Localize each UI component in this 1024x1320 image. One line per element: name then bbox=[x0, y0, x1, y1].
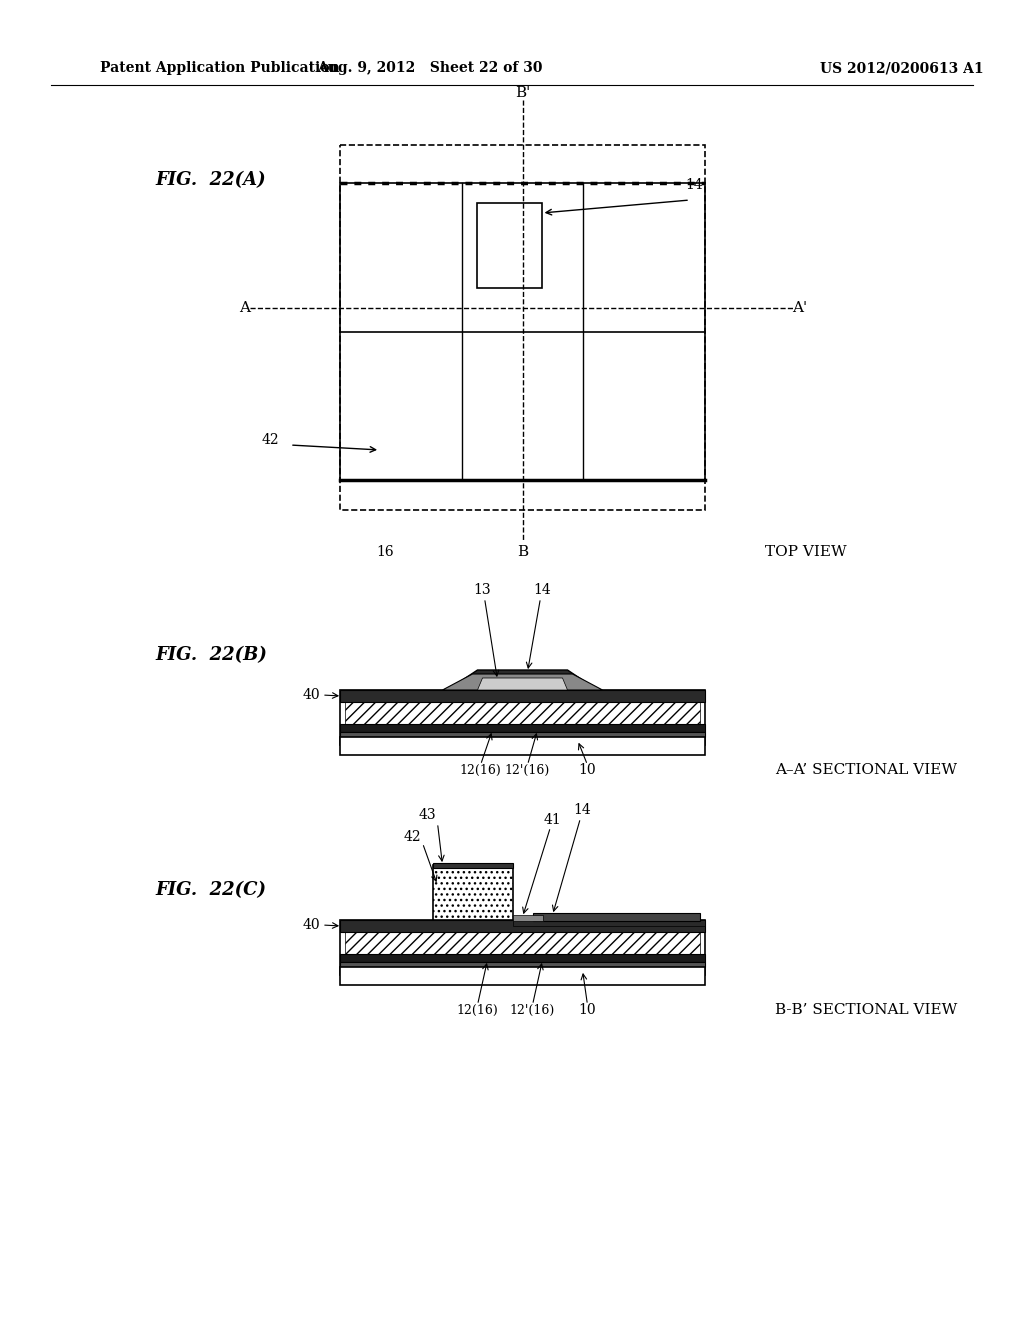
Bar bbox=[476, 203, 542, 288]
Text: A: A bbox=[240, 301, 251, 314]
Text: 13: 13 bbox=[474, 583, 492, 597]
Bar bbox=[432, 863, 512, 869]
Text: 16: 16 bbox=[376, 545, 394, 558]
Text: B': B' bbox=[515, 86, 530, 100]
Text: A': A' bbox=[793, 301, 808, 314]
Bar bbox=[340, 723, 705, 733]
Bar bbox=[340, 737, 705, 755]
Text: B: B bbox=[517, 545, 528, 558]
Bar bbox=[345, 702, 700, 723]
Text: FIG.  22(B): FIG. 22(B) bbox=[155, 645, 267, 664]
Bar bbox=[340, 733, 705, 737]
Text: 42: 42 bbox=[403, 830, 421, 843]
Bar bbox=[340, 690, 705, 702]
Bar bbox=[340, 690, 705, 744]
Text: 14: 14 bbox=[534, 583, 551, 597]
Bar bbox=[340, 920, 705, 975]
Bar bbox=[340, 954, 705, 962]
Text: A–A’ SECTIONAL VIEW: A–A’ SECTIONAL VIEW bbox=[775, 763, 957, 777]
Text: 14: 14 bbox=[573, 803, 592, 817]
Text: 10: 10 bbox=[579, 1003, 596, 1016]
Text: Patent Application Publication: Patent Application Publication bbox=[100, 61, 340, 75]
Text: 12(16): 12(16) bbox=[460, 763, 502, 776]
Text: Aug. 9, 2012   Sheet 22 of 30: Aug. 9, 2012 Sheet 22 of 30 bbox=[317, 61, 543, 75]
Text: 14: 14 bbox=[685, 178, 702, 191]
Text: 12'(16): 12'(16) bbox=[505, 763, 550, 776]
Text: 10: 10 bbox=[579, 763, 596, 777]
Bar bbox=[345, 932, 700, 954]
Text: TOP VIEW: TOP VIEW bbox=[765, 545, 847, 558]
Bar bbox=[532, 913, 700, 921]
Polygon shape bbox=[477, 678, 567, 690]
Polygon shape bbox=[442, 675, 602, 690]
Bar bbox=[432, 865, 512, 920]
Text: 41: 41 bbox=[544, 813, 561, 828]
Bar bbox=[512, 915, 543, 921]
Text: FIG.  22(C): FIG. 22(C) bbox=[155, 880, 266, 899]
Bar bbox=[340, 968, 705, 985]
Text: 12'(16): 12'(16) bbox=[510, 1003, 555, 1016]
Text: 43: 43 bbox=[419, 808, 436, 822]
Polygon shape bbox=[447, 671, 597, 690]
Bar bbox=[340, 145, 705, 510]
Bar bbox=[340, 920, 705, 932]
Text: B-B’ SECTIONAL VIEW: B-B’ SECTIONAL VIEW bbox=[775, 1003, 957, 1016]
Text: 12(16): 12(16) bbox=[457, 1003, 499, 1016]
Bar bbox=[340, 183, 705, 480]
Text: FIG.  22(A): FIG. 22(A) bbox=[155, 172, 265, 189]
Bar bbox=[512, 920, 705, 927]
Bar bbox=[340, 962, 705, 968]
Text: US 2012/0200613 A1: US 2012/0200613 A1 bbox=[820, 61, 984, 75]
Text: 40: 40 bbox=[302, 688, 319, 702]
Text: 42: 42 bbox=[261, 433, 279, 447]
Text: 40: 40 bbox=[302, 917, 319, 932]
